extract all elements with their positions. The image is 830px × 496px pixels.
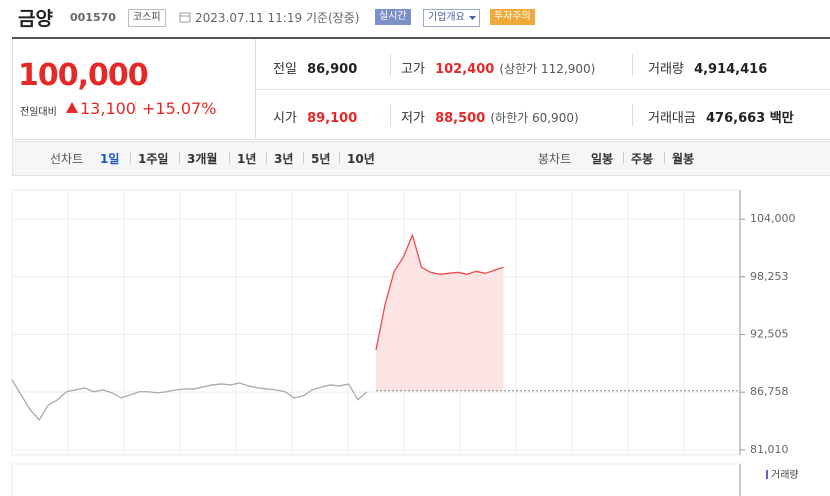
stat: 저가 88,500 (하한가 60,900): [401, 107, 579, 126]
price-chart: 104,000 98,253 92,505 86,758 81,010 거래량: [11, 189, 799, 496]
quote-box: [12, 39, 830, 140]
period-tab[interactable]: 10년: [347, 152, 375, 166]
stock-code: 001570: [70, 11, 116, 24]
divider: [256, 89, 830, 90]
stat-value: 88,500: [435, 111, 486, 126]
calendar-icon: [179, 12, 191, 23]
stat-label: 거래대금: [648, 111, 696, 126]
dropdown-arrow: [468, 16, 476, 20]
stat-value: 4,914,416: [694, 62, 768, 77]
stat: 시가 89,100: [273, 107, 357, 126]
price-line: [375, 233, 504, 351]
tab-separator: [339, 152, 340, 164]
warning-badge: 투자주의: [490, 9, 535, 25]
divider: [390, 104, 391, 126]
stat: 거래량 4,914,416: [648, 58, 767, 77]
tab-separator: [179, 152, 180, 164]
period-tab[interactable]: 5년: [311, 152, 331, 166]
candle-tab[interactable]: 월봉: [672, 152, 695, 166]
stat-value: 89,100: [307, 111, 358, 126]
volume-legend-swatch: [766, 470, 768, 479]
period-tab[interactable]: 1주일: [138, 152, 169, 166]
candle-tab[interactable]: 일봉: [591, 152, 614, 166]
stat-value: 476,663 백만: [706, 111, 794, 126]
tab-separator: [130, 152, 131, 164]
period-tab[interactable]: 1년: [237, 152, 257, 166]
divider: [632, 104, 633, 126]
volume-panel: [11, 463, 741, 496]
current-price: 100,000: [18, 58, 149, 93]
stat-label: 거래량: [648, 62, 684, 77]
stat: 거래대금 476,663 백만: [648, 107, 794, 126]
company-button-label: 기업개요: [428, 12, 465, 23]
market-badge: 코스피: [128, 9, 166, 27]
period-tab[interactable]: 1일: [100, 152, 120, 166]
stat-value: 102,400: [435, 62, 495, 77]
stat-label: 고가: [401, 62, 425, 77]
divider: [255, 39, 256, 139]
stat-value: 86,900: [307, 62, 358, 77]
stat: 전일 86,900: [273, 58, 357, 77]
candle-tab[interactable]: 주봉: [631, 152, 654, 166]
y-tick-label: 92,505: [750, 327, 789, 340]
divider: [135, 101, 136, 115]
tab-separator: [303, 152, 304, 164]
y-tick-label: 86,758: [750, 385, 789, 398]
stat-limit: (상한가 112,900): [499, 62, 596, 76]
tab-label: 봉차트: [538, 152, 572, 166]
stock-name: 금양: [18, 8, 53, 30]
price-area: [376, 235, 504, 391]
stat-label: 저가: [401, 111, 425, 126]
stat-label: 시가: [273, 111, 297, 126]
period-tab[interactable]: 3년: [274, 152, 294, 166]
tab-bar: [12, 141, 830, 176]
y-tick-label: 98,253: [750, 270, 789, 283]
y-tick-label: 81,010: [750, 443, 789, 456]
period-tab[interactable]: 3개월: [187, 152, 218, 166]
tab-separator: [623, 152, 624, 164]
timestamp: 2023.07.11 11:19 기준(장중): [195, 11, 360, 25]
divider: [390, 54, 391, 76]
realtime-button[interactable]: 실시간: [375, 9, 411, 25]
tab-separator: [229, 152, 230, 164]
change-rate: +15.07%: [142, 99, 217, 118]
price-line: [11, 379, 368, 421]
change-label: 전일대비: [20, 107, 57, 118]
y-tick-label: 104,000: [750, 212, 796, 225]
tab-label: 선차트: [50, 152, 84, 166]
divider: [632, 54, 633, 76]
volume-label: 거래량: [771, 469, 799, 481]
header-rule: [12, 37, 830, 39]
stat-label: 전일: [273, 62, 297, 77]
stat: 고가 102,400 (상한가 112,900): [401, 58, 595, 77]
change-amount: 13,100: [80, 99, 136, 118]
tab-separator: [664, 152, 665, 164]
company-button[interactable]: 기업개요: [423, 9, 480, 27]
stat-limit: (하한가 60,900): [490, 111, 579, 125]
tab-separator: [266, 152, 267, 164]
up-arrow: [66, 102, 78, 113]
plot-frame: [11, 189, 741, 456]
